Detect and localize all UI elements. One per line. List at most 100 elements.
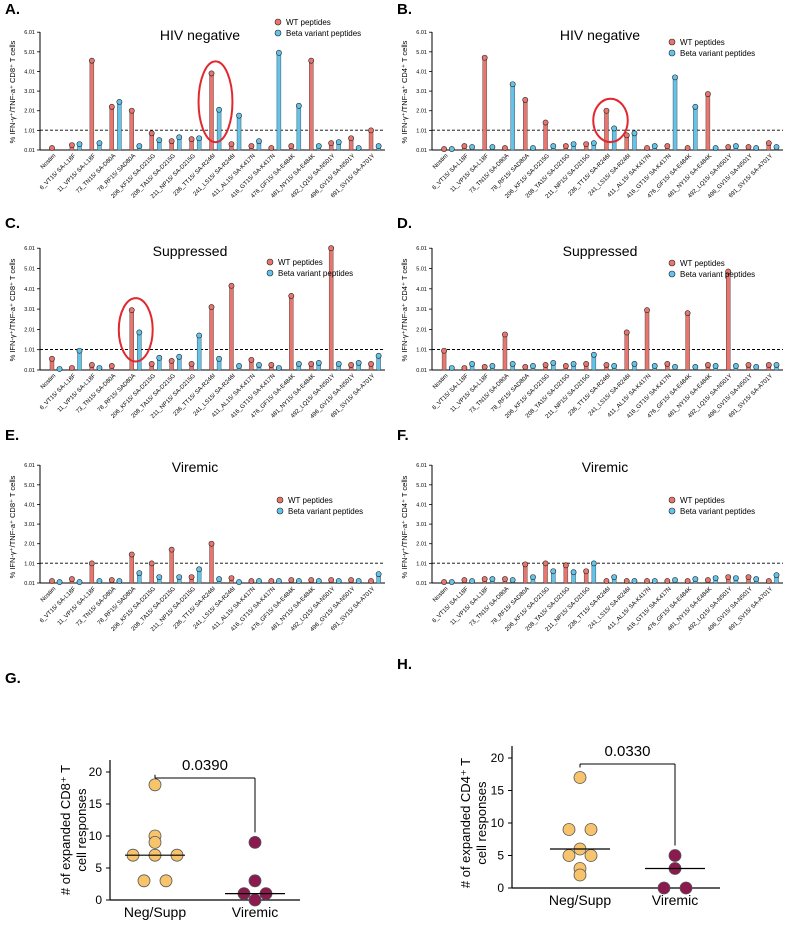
y-tick-label: 2.01 (416, 327, 427, 333)
bar-beta (296, 105, 302, 151)
bar-point-wt (368, 361, 374, 367)
bar-point-beta (631, 578, 638, 584)
bar-point-wt (188, 574, 195, 581)
bar-point-beta (295, 102, 302, 109)
bar-point-wt (623, 578, 630, 584)
bar-point-beta (753, 576, 760, 582)
bar-point-wt (328, 245, 335, 252)
bar-point-beta (56, 366, 63, 372)
bar-point-wt (684, 310, 691, 317)
chart-title: Suppressed (563, 243, 638, 259)
y-tick-label: 0.01 (24, 581, 35, 587)
bar-point-wt (623, 329, 630, 336)
bar-point-wt (208, 304, 215, 310)
y-axis-label: # of expanded CD4⁺ Tcell responses (458, 758, 489, 888)
y-tick-label: 6.01 (416, 246, 427, 252)
bar-point-wt (542, 362, 549, 368)
bar-point-wt (88, 362, 95, 368)
bar-wt (705, 93, 711, 151)
legend-label: WT peptides (288, 496, 333, 505)
y-tick-label: 5.01 (24, 267, 35, 273)
bar-wt (543, 122, 548, 151)
data-point (148, 836, 162, 849)
bar-point-beta (712, 363, 719, 369)
bar-point-wt (328, 577, 335, 583)
bar-point-beta (256, 138, 262, 145)
bar-beta (196, 335, 202, 371)
bar-point-wt (765, 578, 772, 584)
panel-label: G. (5, 670, 21, 687)
legend-marker (276, 496, 284, 504)
bar-point-beta (733, 575, 739, 581)
bar-point-beta (692, 364, 699, 370)
legend-marker (668, 38, 676, 46)
bar-beta (510, 84, 515, 151)
bar-wt (169, 549, 174, 584)
y-tick-label: 1.01 (24, 561, 35, 567)
y-tick-label: 5.01 (24, 50, 35, 56)
bar-point-wt (288, 293, 295, 299)
x-tick-label: Viremic (652, 892, 698, 908)
bar-point-wt (583, 361, 590, 367)
bar-wt (726, 271, 731, 371)
bar-point-wt (562, 363, 569, 369)
bar-point-wt (49, 578, 55, 584)
bar-point-beta (570, 141, 577, 148)
bar-point-beta (631, 361, 638, 367)
bar-point-beta (295, 578, 302, 584)
legend-marker (276, 507, 284, 515)
panel-label: C. (5, 215, 20, 232)
y-tick-label: 6.01 (24, 30, 35, 36)
bar-point-wt (522, 97, 529, 103)
bar-wt (129, 554, 134, 584)
bar-point-beta (315, 578, 322, 584)
bar-point-wt (268, 578, 275, 584)
bar-point-wt (148, 560, 155, 567)
bar-point-wt (188, 136, 195, 143)
bar-point-beta (96, 140, 103, 147)
bar-point-beta (136, 570, 143, 577)
y-tick-label: 2.01 (416, 109, 427, 115)
legend-marker (668, 259, 676, 267)
y-tick-label: 6.01 (416, 463, 427, 469)
y-tick-label: 1.01 (416, 348, 427, 354)
bar-point-wt (481, 364, 488, 370)
bar-point-beta (448, 146, 455, 152)
bar-point-wt (745, 144, 752, 150)
bar-point-wt (168, 138, 175, 145)
bar-point-beta (489, 363, 496, 369)
y-tick-label: 10 (491, 816, 505, 830)
bar-point-wt (88, 560, 95, 567)
bar-beta (236, 115, 242, 151)
bar-wt (229, 285, 234, 371)
bar-point-wt (765, 362, 772, 368)
bar-point-wt (441, 347, 447, 354)
bar-point-beta (216, 355, 222, 362)
bar-point-beta (276, 365, 282, 371)
bar-point-beta (156, 137, 163, 144)
y-axis-label: % IFN-γ⁺/TNF-a⁺ CD4⁺ T cells (400, 40, 409, 143)
bar-point-beta (550, 359, 557, 366)
legend-label: Beta variant peptides (680, 507, 755, 516)
panel-label: D. (397, 215, 412, 232)
bar-point-wt (128, 107, 135, 114)
bar-point-wt (705, 91, 711, 97)
y-axis-label: % IFN-γ⁺/TNF-a⁺ CD8⁺ T cells (8, 475, 17, 578)
legend: WT peptides Beta variant peptides (668, 38, 755, 58)
bar-point-beta (611, 125, 618, 132)
bar-point-beta (355, 145, 362, 151)
bar-point-wt (308, 577, 315, 583)
bar-point-beta (733, 363, 739, 369)
y-axis-label: % IFN-γ⁺/TNF-a⁺ CD4⁺ T cells (400, 258, 409, 361)
bar-point-wt (348, 362, 354, 368)
bar-point-wt (461, 577, 468, 583)
bar-wt (309, 60, 314, 151)
bar-point-beta (712, 575, 719, 581)
bar-point-wt (644, 307, 650, 314)
chart-title: HIV negative (160, 27, 240, 43)
bar-point-beta (216, 106, 222, 113)
bar-point-beta (509, 81, 516, 88)
legend-marker (266, 258, 274, 266)
y-tick-label: 4.01 (24, 287, 35, 293)
